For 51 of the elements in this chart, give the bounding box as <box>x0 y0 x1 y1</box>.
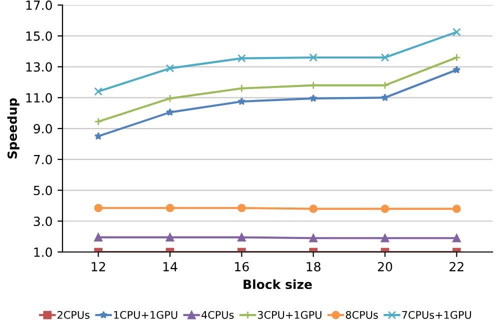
y-tick-label: 11.0 <box>26 93 52 103</box>
point <box>309 204 318 213</box>
point <box>309 234 318 242</box>
point <box>452 234 461 242</box>
legend-label: 3CPU+1GPU <box>258 310 322 319</box>
point <box>238 233 246 242</box>
point <box>380 53 390 62</box>
y-tick-label: 9.0 <box>34 124 52 134</box>
y-tick-label: 7.0 <box>34 154 52 164</box>
point <box>166 108 174 116</box>
point <box>166 94 174 103</box>
y-tick-label: 1.0 <box>34 247 52 257</box>
point <box>238 54 246 62</box>
point <box>94 132 102 140</box>
point <box>452 66 461 74</box>
point <box>452 204 461 213</box>
legend-label: 8CPUs <box>346 310 378 319</box>
legend-label: 4CPUs <box>201 310 234 319</box>
x-tick-label: 18 <box>306 262 320 272</box>
point <box>94 117 102 126</box>
point <box>238 97 246 106</box>
legend-label: 2CPUs <box>58 310 90 319</box>
point <box>166 204 174 212</box>
point <box>309 53 318 62</box>
y-tick-label: 17.0 <box>26 0 52 10</box>
legend-label: 7CPUs+1GPU <box>402 310 471 319</box>
point <box>238 204 246 212</box>
point <box>309 94 318 102</box>
point <box>94 233 102 242</box>
y-tick-label: 3.0 <box>34 216 52 226</box>
y-tick-label: 5.0 <box>34 186 52 196</box>
point <box>452 53 461 62</box>
x-tick-label: 14 <box>163 262 178 272</box>
point <box>452 28 461 36</box>
point <box>94 87 102 96</box>
y-tick-label: 15.0 <box>26 31 52 41</box>
legend-label: 1CPU+1GPU <box>114 310 178 319</box>
x-axis-title: Block size <box>244 279 312 290</box>
y-tick-label: 13.0 <box>26 62 52 72</box>
point <box>381 93 389 102</box>
point <box>166 233 174 242</box>
x-tick-label: 16 <box>235 262 249 272</box>
point <box>238 84 246 93</box>
point <box>380 234 390 242</box>
x-tick-label: 20 <box>378 262 392 272</box>
point <box>94 204 102 212</box>
point <box>166 64 174 72</box>
x-tick-label: 12 <box>92 262 106 272</box>
x-tick-label: 22 <box>450 262 464 272</box>
point <box>380 204 390 213</box>
y-axis-title: Speedup <box>7 98 20 158</box>
